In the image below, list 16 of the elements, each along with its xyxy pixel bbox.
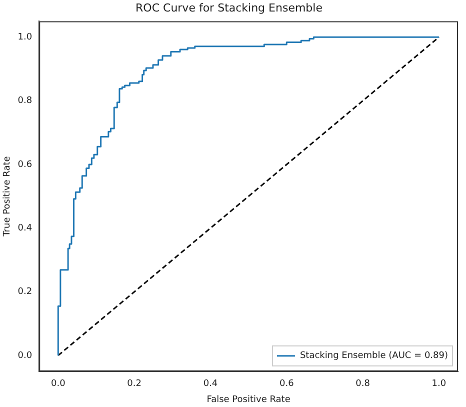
y-tick-label: 0.2 <box>18 287 32 298</box>
x-tick-label: 0.4 <box>203 379 218 390</box>
x-tick-label: 1.0 <box>432 379 446 390</box>
y-axis-title: True Positive Rate <box>2 156 13 238</box>
x-axis-title: False Positive Rate <box>206 394 291 405</box>
y-tick-label: 0.4 <box>18 223 32 234</box>
x-tick-label: 0.0 <box>50 379 66 390</box>
y-tick-label: 0.8 <box>18 96 32 106</box>
x-tick-label: 0.6 <box>279 379 294 390</box>
y-tick-label: 0.6 <box>18 160 32 170</box>
y-tick-label: 1.0 <box>18 32 32 42</box>
chart-title: ROC Curve for Stacking Ensemble <box>136 1 323 14</box>
y-tick-label: 0.0 <box>18 350 32 361</box>
x-tick-label: 0.8 <box>356 379 370 390</box>
legend-label: Stacking Ensemble (AUC = 0.89) <box>300 351 448 362</box>
x-tick-label: 0.2 <box>127 379 142 390</box>
